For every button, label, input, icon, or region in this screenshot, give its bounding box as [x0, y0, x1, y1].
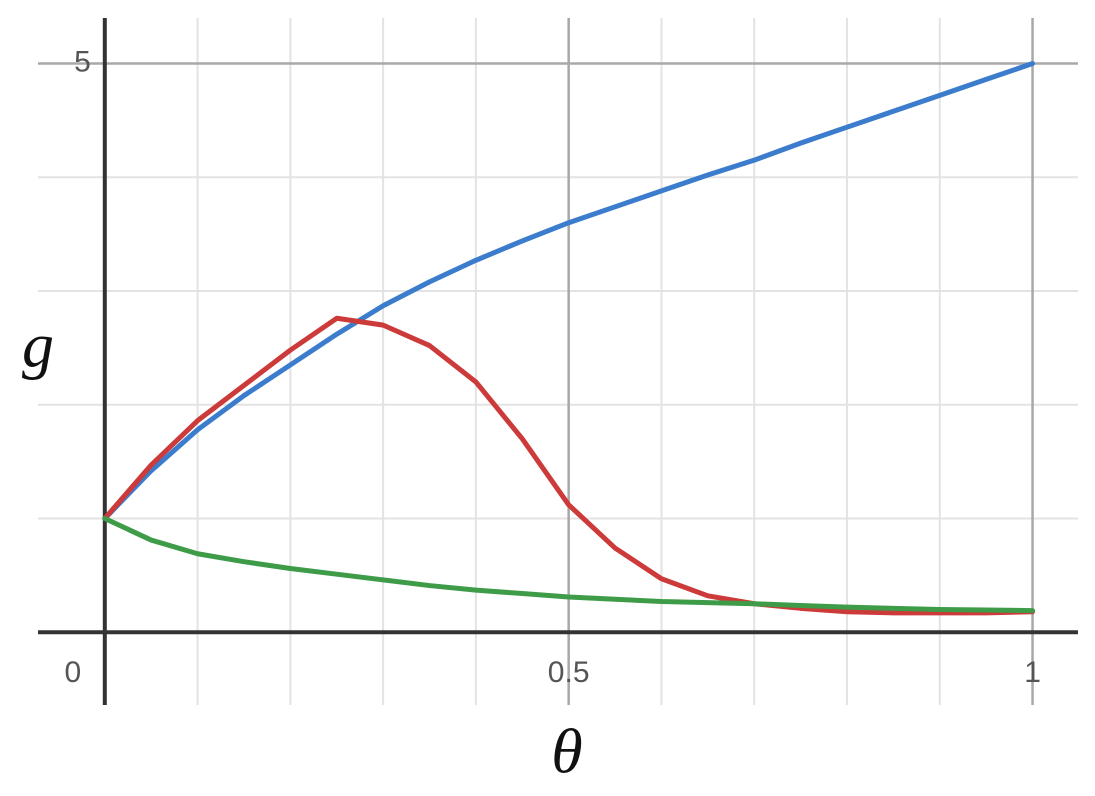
curve: [102, 515, 1036, 614]
y-axis-label: g: [22, 310, 54, 381]
x-tick-label: 0.5: [548, 656, 590, 689]
x-tick-label: 0: [64, 656, 81, 689]
curve: [102, 315, 1036, 616]
x-tick-label: 1: [1024, 656, 1041, 689]
y-tick-label: 5: [74, 45, 91, 78]
x-axis-label: θ: [551, 716, 582, 787]
curve: [102, 60, 1036, 521]
